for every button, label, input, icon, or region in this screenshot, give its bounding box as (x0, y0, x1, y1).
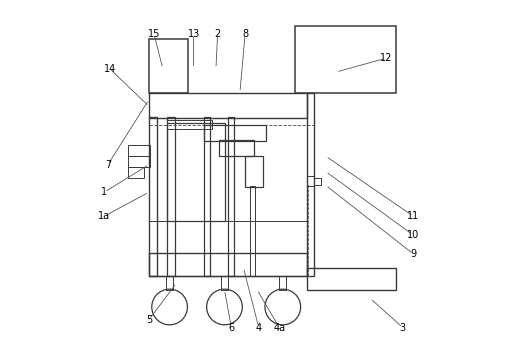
Text: 8: 8 (242, 29, 248, 39)
Bar (149, 39, 189, 93)
Bar (219, 140, 254, 156)
Bar (221, 276, 228, 290)
Bar (129, 145, 150, 156)
Text: 10: 10 (407, 230, 419, 240)
Bar (149, 93, 307, 118)
Bar (307, 93, 314, 276)
Text: 4: 4 (256, 322, 262, 333)
Bar (167, 123, 225, 221)
Text: 11: 11 (407, 211, 419, 221)
Bar (149, 253, 307, 276)
Text: 5: 5 (146, 315, 152, 325)
Bar (204, 125, 266, 141)
Text: 2: 2 (215, 29, 221, 39)
Bar (149, 117, 157, 276)
Bar (166, 276, 173, 290)
Text: 9: 9 (410, 249, 416, 259)
Bar (279, 276, 286, 290)
Text: 14: 14 (104, 63, 116, 74)
Bar (228, 117, 234, 276)
Bar (129, 167, 144, 178)
Bar (129, 156, 150, 167)
Text: 6: 6 (228, 322, 234, 333)
Text: 15: 15 (148, 29, 160, 39)
Bar (204, 117, 210, 276)
Bar (167, 117, 175, 276)
Text: 1: 1 (102, 187, 107, 197)
Text: 7: 7 (105, 159, 111, 170)
Text: 12: 12 (379, 53, 392, 63)
Text: 4a: 4a (274, 322, 286, 333)
Text: 1a: 1a (98, 211, 110, 221)
Text: 13: 13 (188, 29, 200, 39)
Bar (307, 268, 396, 290)
Bar (295, 26, 396, 93)
Bar (167, 120, 212, 129)
Bar (307, 176, 314, 186)
Bar (250, 186, 255, 276)
Bar (314, 178, 320, 185)
Text: 3: 3 (400, 322, 406, 333)
Bar (245, 156, 263, 187)
